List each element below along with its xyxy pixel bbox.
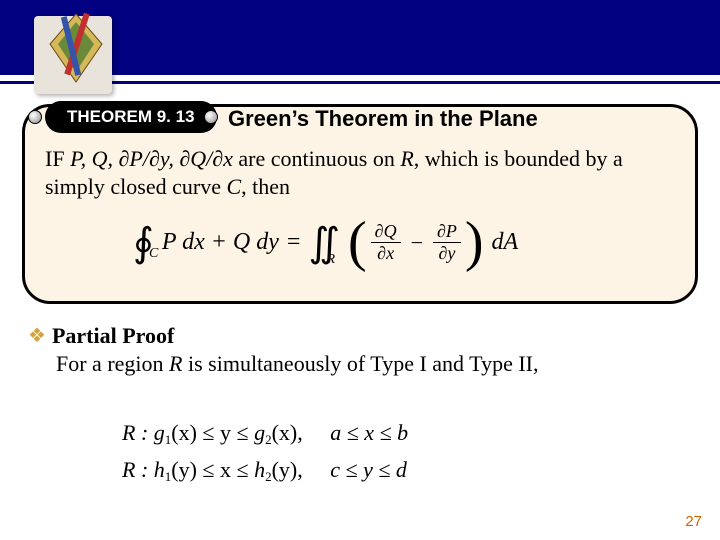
theorem-badge: THEOREM 9. 13 [45,101,217,133]
badge-dot-left-icon [28,110,42,124]
dA: dA [492,229,519,256]
frac-dQdx: ∂Q∂x [371,221,401,264]
hyp-C: C [226,174,241,199]
paren-group: ( ∂Q∂x − ∂P∂y ) [348,221,484,264]
proof-prefix: For a region [56,351,169,376]
hyp-symbols: P, Q, ∂P/∂y, ∂Q/∂x [70,146,233,171]
equals: = [287,229,301,256]
theorem-title: Green’s Theorem in the Plane [228,106,538,132]
theorem-box: THEOREM 9. 13 IF P, Q, ∂P/∂y, ∂Q/∂x are … [22,104,698,304]
hyp-if: IF [45,146,70,171]
contour-integral-icon: ∮C [133,223,154,263]
hyp-mid: are continuous on [233,146,400,171]
theorem-equation: ∮C P dx + Q dy = ∬R ( ∂Q∂x − ∂P∂y ) dA [133,221,518,264]
lhs-expr: P dx + Q dy [162,229,279,256]
region-definitions: R : g1(x) ≤ y ≤ g2(x), a ≤ x ≤ b R : h1(… [122,414,408,489]
proof-heading: Partial Proof [52,323,174,348]
rhs-sub: R [326,253,335,267]
theorem-hypothesis: IF P, Q, ∂P/∂y, ∂Q/∂x are continuous on … [45,145,675,200]
proof-block: ❖ Partial Proof For a region R is simulta… [28,322,696,377]
hyp-R: R [400,146,413,171]
badge-dot-right-icon [204,110,218,124]
proof-R: R [169,351,182,376]
double-integral-icon: ∬R [308,223,340,263]
region-row-1: R : g1(x) ≤ y ≤ g2(x), a ≤ x ≤ b [122,414,408,451]
proof-tail: is simultaneously of Type I and Type II, [182,351,538,376]
page-number: 27 [685,513,702,530]
book-pencil-icon [48,12,104,98]
hyp-tail2: , then [241,174,290,199]
lhs-sub: C [149,247,158,261]
frac-dPdy: ∂P∂y [433,221,461,264]
region-row-2: R : h1(y) ≤ x ≤ h2(y), c ≤ y ≤ d [122,451,408,488]
corner-logo [28,10,124,98]
diamond-bullet-icon: ❖ [28,325,46,347]
